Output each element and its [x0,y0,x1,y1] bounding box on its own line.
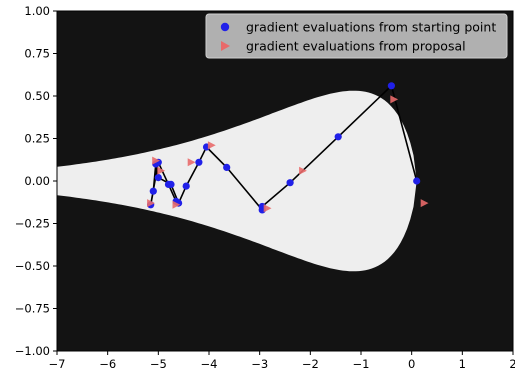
legend-label-proposal: gradient evaluations from proposal [246,39,466,54]
point-starting-7 [223,163,231,171]
point-starting-3 [334,133,342,141]
point-proposal-2 [390,95,399,104]
point-proposal-6 [172,200,181,209]
legend-box [205,13,508,59]
point-starting-18 [164,180,173,188]
point-proposal-10 [187,158,196,167]
point-proposal-4 [263,204,272,213]
point-proposal-7 [152,156,160,165]
point-proposal-3 [299,166,307,175]
data-marks [147,82,429,214]
x-tick-label: −1 [353,357,370,371]
y-axis: 1.00 0.75 0.50 0.25 0.00 −0.25 −0.50 −0.75 −1.00 [15,4,57,358]
plot-area [57,11,513,351]
point-proposal-1 [420,199,429,208]
legend-marker-proposal [221,41,230,51]
x-tick-label: −7 [49,357,66,371]
x-tick-label: −2 [302,357,319,371]
x-tick-label: −3 [251,357,268,371]
y-tick-label: −0.50 [15,259,50,273]
legend-label-starting-point: gradient evaluations from starting point [246,20,496,35]
point-starting-1 [413,177,421,185]
y-tick-label: 1.00 [24,4,50,18]
x-tick-label: −4 [201,357,218,371]
point-starting-2 [387,82,395,90]
contour-level-8 [57,90,417,272]
legend-marker-starting-point [220,22,230,32]
x-tick-label: −5 [150,357,167,371]
x-axis: −7 −6 −5 −4 −3 −2 −1 0 1 2 [49,351,515,371]
y-tick-label: −1.00 [15,344,50,358]
density-contours [57,90,417,272]
y-tick-label: 0.75 [24,47,50,61]
point-proposal-8 [147,199,155,208]
y-tick-label: 0.50 [24,89,50,103]
x-tick-label: 2 [509,357,515,371]
x-tick-label: 0 [408,357,415,371]
point-starting-4 [286,179,294,187]
point-proposal-9 [157,166,166,175]
y-tick-label: 0.00 [24,174,50,188]
y-tick-label: 0.25 [24,132,50,146]
y-tick-label: −0.25 [15,217,50,231]
point-starting-9 [195,158,203,166]
x-tick-label: −6 [99,357,116,371]
legend: gradient evaluations from starting point… [205,13,508,59]
point-starting-10 [182,182,190,190]
x-tick-label: 1 [459,357,466,371]
point-starting-13 [154,174,162,182]
point-starting-15 [149,187,157,195]
y-tick-label: −0.75 [15,302,50,316]
point-proposal-5 [207,141,216,150]
